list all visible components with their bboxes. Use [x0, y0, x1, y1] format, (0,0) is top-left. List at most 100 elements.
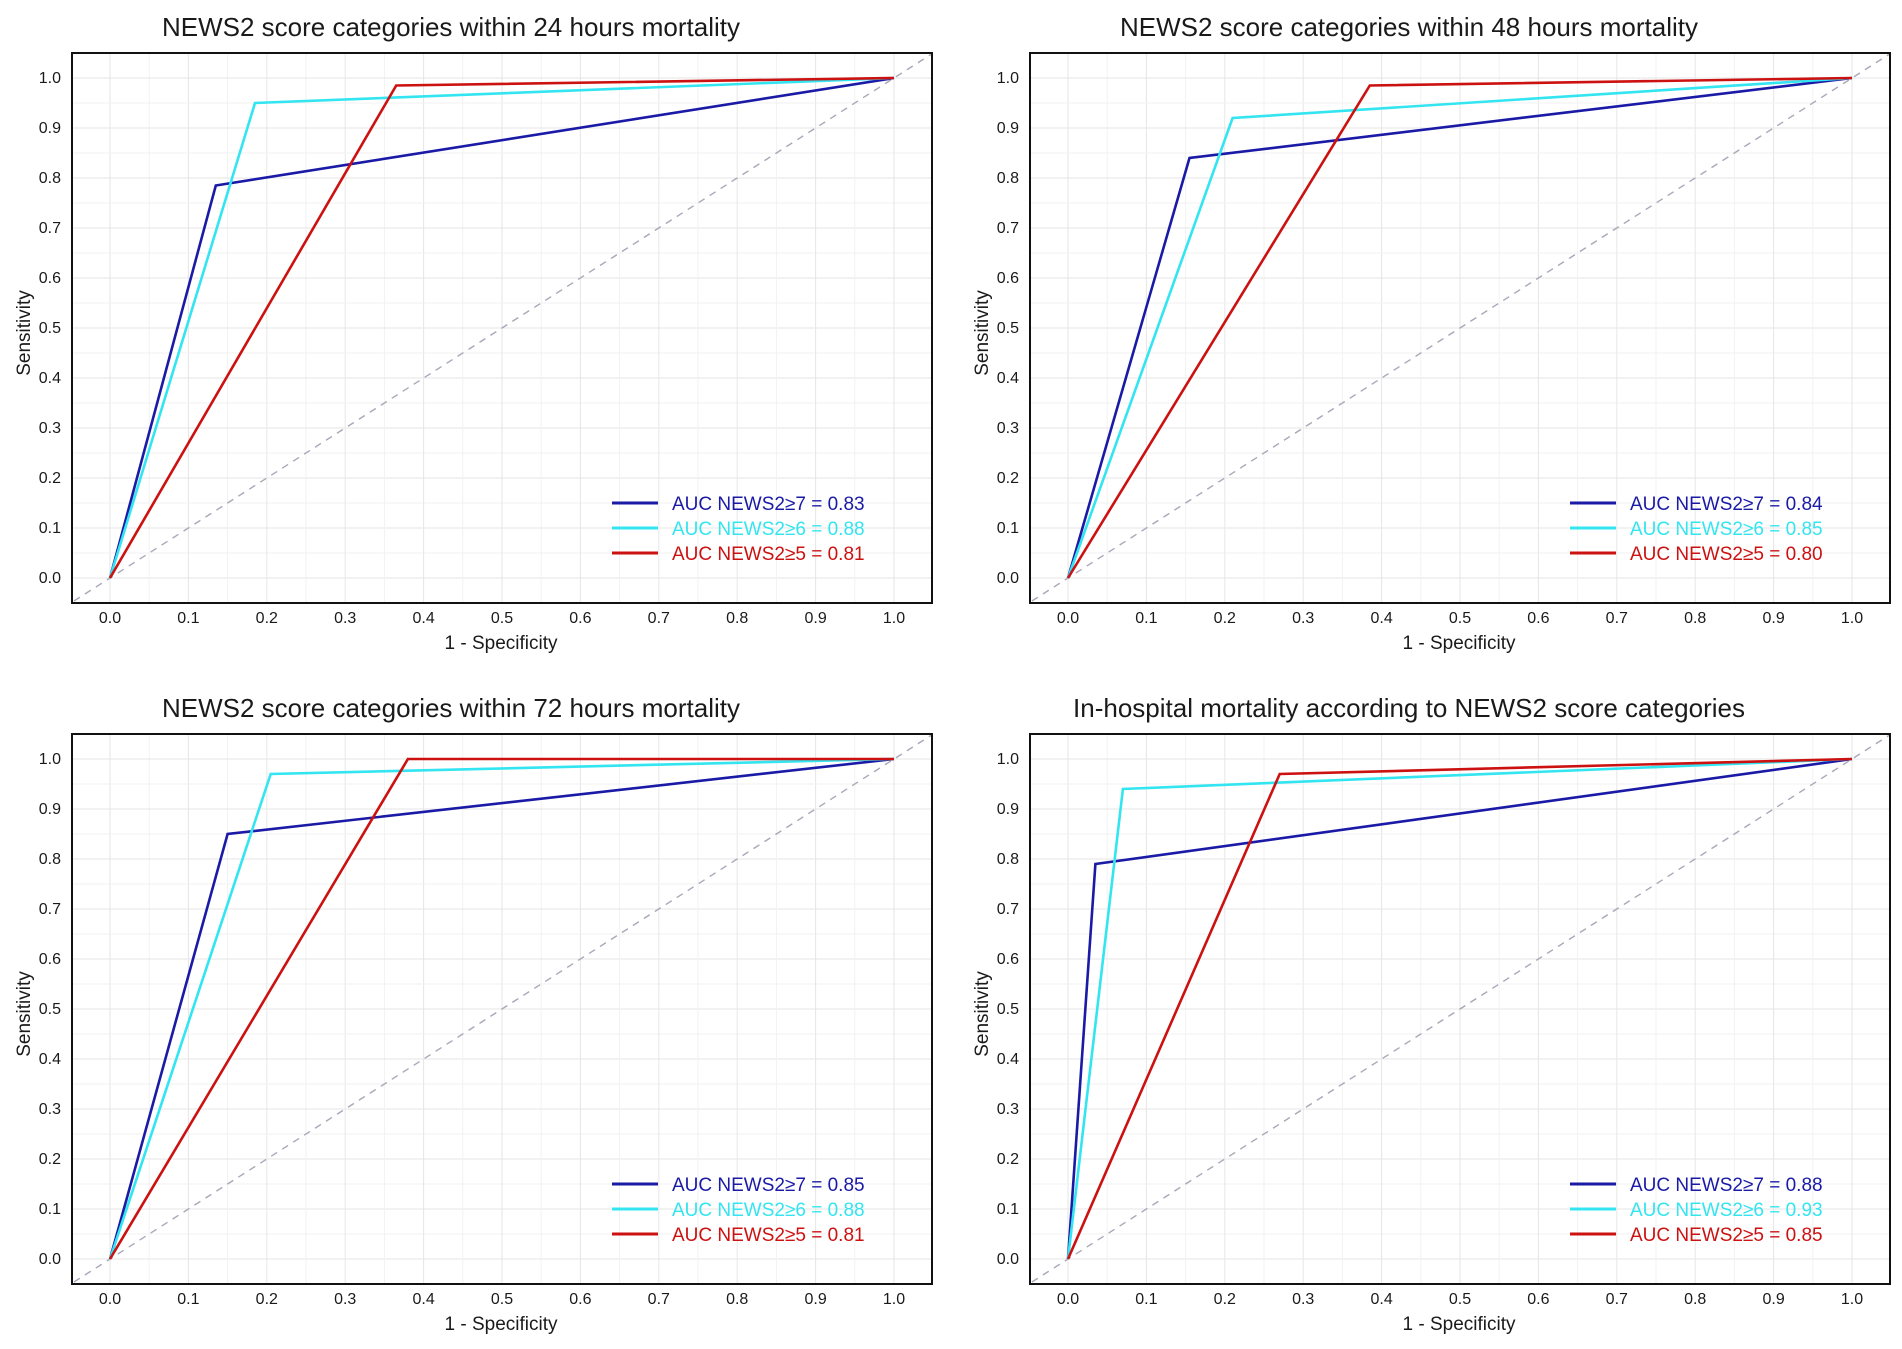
- x-tick-label: 0.3: [334, 610, 356, 627]
- roc-curve-series-2: [1066, 76, 1853, 579]
- x-tick-label: 0.6: [569, 610, 591, 627]
- legend-entry-label: AUC NEWS2≥6 = 0.88: [672, 519, 865, 540]
- legend-entry-label: AUC NEWS2≥7 = 0.85: [672, 1175, 865, 1196]
- x-tick-label: 0.2: [1214, 610, 1236, 627]
- x-tick-label: 0.0: [99, 1291, 121, 1308]
- y-tick-label: 0.7: [39, 901, 61, 918]
- x-tick-label: 0.1: [1135, 1291, 1157, 1308]
- y-tick-label: 0.9: [39, 801, 61, 818]
- y-axis-label: Sensitivity: [14, 971, 35, 1057]
- legend-entry-label: AUC NEWS2≥5 = 0.81: [672, 544, 865, 565]
- x-tick-label: 1.0: [1841, 1291, 1863, 1308]
- x-tick-label: 0.9: [804, 1291, 826, 1308]
- x-tick-label: 0.5: [1449, 1291, 1471, 1308]
- roc-panel-24h: NEWS2 score categories within 24 hours m…: [14, 12, 933, 654]
- x-axis-label: 1 - Specificity: [445, 633, 558, 654]
- x-tick-label: 0.3: [1292, 1291, 1314, 1308]
- x-tick-label: 0.0: [1057, 610, 1079, 627]
- x-tick-label: 0.7: [1606, 610, 1628, 627]
- y-tick-label: 0.4: [997, 370, 1019, 387]
- roc-curve-series-2: [108, 757, 894, 1260]
- grid: [1030, 53, 1890, 603]
- roc-curve-series-0: [1066, 757, 1853, 1260]
- legend: AUC NEWS2≥7 = 0.88 AUC NEWS2≥6 = 0.93 AUC …: [1570, 1175, 1823, 1246]
- x-tick-label: 0.7: [648, 610, 670, 627]
- x-tick-label: 0.8: [1684, 1291, 1706, 1308]
- x-tick-label: 0.4: [1370, 610, 1392, 627]
- x-tick-label: 0.8: [1684, 610, 1706, 627]
- y-tick-label: 0.4: [39, 1051, 61, 1068]
- x-tick-label: 0.2: [1214, 1291, 1236, 1308]
- x-tick-label: 0.4: [1370, 1291, 1392, 1308]
- y-tick-label: 0.6: [39, 951, 61, 968]
- y-tick-label: 0.1: [39, 1201, 61, 1218]
- roc-curve-series-1: [1066, 76, 1853, 579]
- roc-curve-series-0: [108, 76, 895, 579]
- plot-frame: [71, 733, 933, 1285]
- y-tick-label: 0.0: [39, 1251, 61, 1268]
- y-tick-label: 0.2: [39, 470, 61, 487]
- reference-diagonal-line: [72, 53, 932, 603]
- chart-title: NEWS2 score categories within 48 hours m…: [1120, 12, 1698, 42]
- y-tick-label: 1.0: [39, 70, 61, 87]
- roc-curve-series-2: [108, 76, 895, 579]
- y-tick-label: 0.3: [997, 1101, 1019, 1118]
- chart-title: In-hospital mortality according to NEWS2…: [1073, 693, 1745, 723]
- roc-panel-in-hospital: In-hospital mortality according to NEWS2…: [972, 693, 1891, 1335]
- x-axis-label: 1 - Specificity: [445, 1314, 558, 1335]
- x-tick-label: 0.5: [1449, 610, 1471, 627]
- y-tick-label: 0.0: [997, 1251, 1019, 1268]
- y-tick-label: 0.8: [997, 170, 1019, 187]
- x-tick-label: 0.8: [726, 610, 748, 627]
- y-tick-label: 0.4: [39, 370, 61, 387]
- x-tick-label: 0.2: [256, 610, 278, 627]
- x-tick-label: 0.1: [1135, 610, 1157, 627]
- reference-diagonal-line: [72, 734, 932, 1284]
- y-axis-label: Sensitivity: [14, 290, 35, 376]
- x-tick-label: 0.4: [412, 1291, 434, 1308]
- x-tick-label: 0.4: [412, 610, 434, 627]
- y-axis-label: Sensitivity: [972, 971, 993, 1057]
- y-tick-label: 0.2: [997, 1151, 1019, 1168]
- roc-panel-48h: NEWS2 score categories within 48 hours m…: [972, 12, 1891, 654]
- legend-entry-label: AUC NEWS2≥7 = 0.83: [672, 494, 865, 515]
- y-tick-label: 0.6: [39, 270, 61, 287]
- y-tick-label: 0.8: [39, 851, 61, 868]
- x-tick-label: 0.0: [1057, 1291, 1079, 1308]
- x-tick-label: 0.3: [1292, 610, 1314, 627]
- reference-diagonal-line: [1030, 734, 1890, 1284]
- y-tick-label: 0.2: [39, 1151, 61, 1168]
- roc-curve-series-1: [108, 757, 895, 1260]
- grid: [72, 734, 932, 1284]
- plot-frame: [71, 52, 933, 604]
- chart-title: NEWS2 score categories within 24 hours m…: [162, 12, 740, 42]
- x-tick-label: 0.8: [726, 1291, 748, 1308]
- x-tick-label: 0.7: [1606, 1291, 1628, 1308]
- x-tick-label: 0.9: [804, 610, 826, 627]
- legend-entry-label: AUC NEWS2≥6 = 0.85: [1630, 519, 1823, 540]
- y-tick-label: 0.7: [997, 901, 1019, 918]
- x-tick-label: 0.5: [491, 610, 513, 627]
- y-tick-label: 0.6: [997, 270, 1019, 287]
- y-tick-label: 0.3: [39, 420, 61, 437]
- x-tick-label: 0.6: [569, 1291, 591, 1308]
- y-tick-label: 0.9: [997, 801, 1019, 818]
- roc-curve-series-0: [108, 757, 895, 1260]
- reference-diagonal-line: [1030, 53, 1890, 603]
- y-tick-label: 0.4: [997, 1051, 1019, 1068]
- y-tick-label: 0.1: [997, 1201, 1019, 1218]
- x-tick-label: 0.3: [334, 1291, 356, 1308]
- legend-entry-label: AUC NEWS2≥5 = 0.80: [1630, 544, 1823, 565]
- x-tick-label: 1.0: [883, 1291, 905, 1308]
- legend-entry-label: AUC NEWS2≥5 = 0.85: [1630, 1225, 1823, 1246]
- y-tick-label: 0.7: [997, 220, 1019, 237]
- x-tick-label: 1.0: [883, 610, 905, 627]
- grid: [72, 53, 932, 603]
- roc-curve-series-0: [1066, 76, 1853, 579]
- x-tick-label: 0.9: [1762, 1291, 1784, 1308]
- y-tick-label: 0.7: [39, 220, 61, 237]
- roc-curve-series-1: [1066, 757, 1853, 1260]
- y-tick-label: 0.1: [997, 520, 1019, 537]
- chart-title: NEWS2 score categories within 72 hours m…: [162, 693, 740, 723]
- legend-entry-label: AUC NEWS2≥5 = 0.81: [672, 1225, 865, 1246]
